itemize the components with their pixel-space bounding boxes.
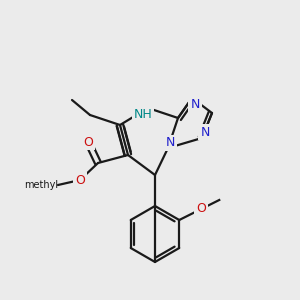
Text: NH: NH [134, 107, 152, 121]
Text: N: N [165, 136, 175, 149]
Text: O: O [83, 136, 93, 148]
Text: N: N [190, 98, 200, 110]
Text: O: O [83, 136, 93, 148]
Text: O: O [196, 202, 206, 214]
Text: O: O [75, 173, 85, 187]
Text: N: N [200, 125, 210, 139]
Text: O: O [75, 173, 85, 187]
Text: methyl: methyl [24, 180, 58, 190]
